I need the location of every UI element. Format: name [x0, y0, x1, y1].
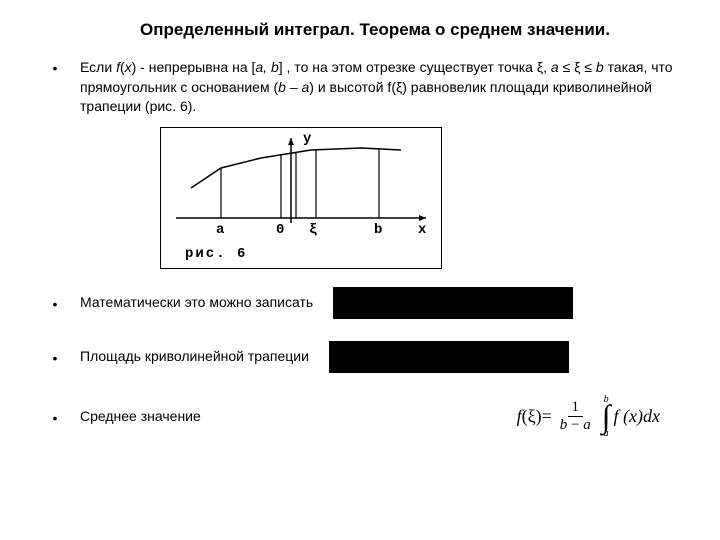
bullet-marker: •: [30, 408, 80, 426]
bullet-3-text: Площадь криволинейной трапеции: [80, 347, 329, 367]
axis-label-0: 0: [276, 222, 284, 238]
axis-label-b: b: [374, 222, 382, 238]
bullet-3: • Площадь криволинейной трапеции: [30, 341, 690, 373]
bullet-4: • Среднее значение f(ξ) = 1 b − a b ∫ a …: [30, 395, 690, 439]
figure-caption: рис. 6: [185, 246, 247, 262]
axis-label-xi: ξ: [309, 222, 317, 238]
formula-redacted-2: [329, 341, 569, 373]
axis-label-x: x: [418, 222, 426, 238]
bullet-marker: •: [30, 58, 80, 117]
axis-label-a: a: [216, 222, 224, 238]
bullet-4-text: Среднее значение: [80, 407, 221, 427]
figure-6: y a 0 ξ b x рис. 6: [160, 127, 690, 269]
figure-plot: [161, 128, 441, 243]
mean-value-formula: f(ξ) = 1 b − a b ∫ a f (x)dx: [517, 395, 660, 439]
bullet-marker: •: [30, 294, 80, 312]
formula-redacted-1: [333, 287, 573, 319]
bullet-1: • Если f(x) - непрерывна на [a, b] , то …: [30, 58, 690, 117]
bullet-2: • Математически это можно записать: [30, 287, 690, 319]
page-title: Определенный интеграл. Теорема о среднем…: [30, 20, 690, 40]
bullet-marker: •: [30, 348, 80, 366]
bullet-2-text: Математически это можно записать: [80, 293, 333, 313]
axis-label-y: y: [303, 131, 311, 147]
bullet-1-text: Если f(x) - непрерывна на [a, b] , то на…: [80, 58, 690, 117]
